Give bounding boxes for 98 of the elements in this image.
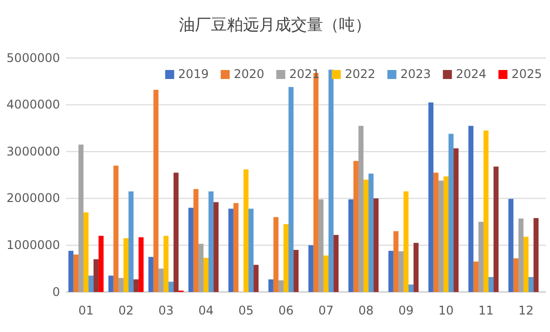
bar [318, 199, 324, 292]
y-tick-label: 2000000 [6, 191, 60, 206]
x-tick-label: 10 [438, 304, 454, 318]
bar [113, 166, 118, 292]
x-tick-label: 09 [398, 304, 414, 318]
bar [134, 279, 139, 292]
x-tick-label: 11 [478, 304, 494, 318]
bar [488, 277, 494, 292]
x-tick-label: 05 [238, 304, 254, 318]
bar [323, 255, 329, 292]
bar [118, 278, 124, 292]
x-tick-label: 03 [158, 304, 174, 318]
bar [198, 244, 204, 292]
x-tick-label: 08 [358, 304, 374, 318]
bar [328, 70, 334, 292]
bar [523, 236, 529, 292]
bar [294, 250, 299, 292]
bar [228, 208, 234, 292]
bar [403, 191, 409, 292]
bar [153, 90, 158, 292]
legend-label: 2025 [511, 67, 542, 81]
bar [528, 277, 534, 292]
bar [273, 217, 278, 292]
bar [283, 224, 289, 292]
bar [438, 180, 444, 292]
bar [308, 245, 314, 292]
bar [363, 180, 369, 292]
y-tick-label: 3000000 [6, 144, 60, 158]
bar [188, 208, 194, 292]
legend-label: 2020 [234, 67, 264, 81]
bar [518, 218, 524, 292]
bar [243, 169, 249, 292]
x-tick-label: 04 [198, 304, 214, 318]
bar [374, 198, 379, 292]
bar [73, 254, 78, 292]
x-tick-label: 12 [518, 304, 534, 318]
bar [168, 282, 174, 292]
bar [414, 242, 419, 292]
x-tick-label: 07 [318, 304, 334, 318]
bar [534, 218, 539, 292]
bar [368, 174, 374, 292]
bar [513, 258, 518, 292]
bar [268, 279, 274, 292]
bar [353, 160, 358, 292]
x-tick-label: 01 [78, 304, 94, 318]
y-tick-label: 0 [52, 284, 60, 299]
bar [508, 198, 514, 292]
bar [398, 251, 404, 292]
bar [203, 258, 209, 292]
legend-label: 2022 [344, 67, 376, 81]
bar [83, 212, 89, 292]
bar [388, 250, 394, 292]
bar [334, 234, 339, 292]
bar [433, 172, 438, 292]
bar [248, 208, 254, 292]
bar [473, 262, 478, 292]
bar [358, 126, 364, 292]
x-tick-label: 06 [278, 304, 294, 318]
bar [443, 176, 449, 292]
bar [108, 276, 114, 292]
bar [494, 166, 499, 292]
bar [148, 256, 154, 292]
x-tick-label: 02 [118, 304, 134, 318]
bar [348, 199, 354, 292]
legend-label: 2021 [289, 67, 320, 81]
bar [158, 268, 164, 292]
bar [123, 238, 129, 292]
bar [483, 130, 489, 292]
bar [68, 250, 74, 292]
chart-title: 油厂豆粕远月成交量（吨） [179, 15, 371, 34]
bar [98, 236, 104, 292]
bar [94, 259, 99, 292]
bar [408, 284, 414, 292]
bar [254, 264, 259, 292]
bar [478, 222, 484, 292]
bar [214, 202, 219, 292]
bar [393, 231, 398, 292]
bar [128, 191, 134, 292]
bar [428, 102, 434, 292]
bar [88, 276, 94, 292]
bar [193, 189, 198, 292]
y-tick-label: 5000000 [6, 50, 60, 65]
bar [448, 134, 454, 292]
y-tick-label: 4000000 [6, 98, 60, 112]
bar [468, 126, 474, 292]
legend-label: 2024 [456, 67, 486, 81]
bar [288, 87, 294, 292]
y-tick-label: 1000000 [6, 238, 60, 252]
bar [278, 280, 284, 292]
bar [454, 148, 459, 292]
legend-label: 2019 [178, 67, 209, 81]
bar [208, 191, 214, 292]
bar [174, 172, 179, 292]
bar [78, 144, 84, 292]
bar [233, 203, 238, 292]
legend-label: 2023 [400, 67, 431, 81]
bar [163, 236, 169, 292]
bar [138, 237, 144, 292]
